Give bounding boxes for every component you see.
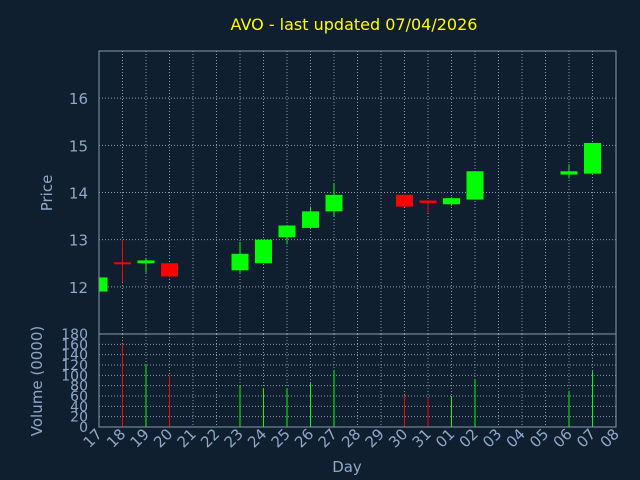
candle-body — [231, 253, 249, 271]
volume-tick-label: 160 — [61, 337, 88, 353]
x-tick-label: 24 — [244, 425, 270, 451]
x-tick-label: 01 — [432, 425, 458, 451]
x-tick-label: 18 — [103, 425, 129, 451]
volume-axis-label: Volume (0000) — [28, 326, 46, 436]
x-tick-label: 03 — [479, 425, 505, 451]
volume-tick-label: 40 — [70, 399, 88, 415]
volume-panel-border — [98, 333, 617, 428]
volume-tick-label: 180 — [61, 327, 88, 343]
candle-body — [278, 225, 296, 238]
candle-body — [560, 171, 578, 175]
candle-body — [443, 198, 460, 205]
x-tick-label: 26 — [291, 425, 317, 451]
x-tick-label: 02 — [456, 425, 482, 451]
candle-body — [419, 200, 437, 203]
candle-body — [255, 239, 272, 264]
chart-title: AVO - last updated 07/04/2026 — [231, 15, 478, 34]
volume-tick-label: 100 — [61, 368, 88, 384]
price-tick-label: 15 — [69, 137, 88, 155]
x-tick-label: 08 — [597, 425, 623, 451]
volume-tick-label: 140 — [61, 348, 88, 364]
x-tick-label: 06 — [550, 425, 576, 451]
candle-body — [302, 211, 319, 228]
x-tick-label: 31 — [409, 425, 435, 451]
x-tick-label: 07 — [573, 425, 599, 451]
price-panel: 12 13 14 15 16 — [69, 50, 617, 335]
x-tick-label: 29 — [362, 425, 388, 451]
x-tick-label: 19 — [127, 425, 153, 451]
x-tick-label: 25 — [268, 425, 294, 451]
volume-tick-label: 20 — [70, 410, 88, 426]
x-tick-label: 23 — [221, 425, 247, 451]
x-tick-label: 28 — [338, 425, 364, 451]
x-tick-label: 30 — [385, 425, 411, 451]
volume-tick-label: 80 — [70, 379, 88, 395]
candle-body — [99, 277, 108, 292]
price-tick-label: 14 — [69, 185, 88, 203]
price-axis-label: Price — [38, 175, 56, 212]
volume-tick-label: 120 — [61, 358, 88, 374]
x-tick-label: 20 — [150, 425, 176, 451]
candle-body — [137, 260, 155, 264]
x-tick-label: 21 — [174, 425, 200, 451]
price-tick-label: 12 — [69, 279, 88, 297]
x-tick-label: 05 — [526, 425, 552, 451]
x-axis-label: Day — [332, 458, 362, 476]
volume-tick-label: 0 — [79, 420, 88, 436]
price-tick-label: 13 — [69, 232, 88, 250]
candle-body — [396, 194, 413, 207]
candle-body — [466, 171, 484, 200]
candle-body — [161, 263, 178, 277]
candle-body — [325, 194, 343, 212]
x-tick-label: 27 — [315, 425, 341, 451]
x-tick-label: 04 — [503, 425, 529, 451]
x-axis: 1718192021222324252627282930310102030405… — [80, 425, 623, 451]
price-tick-label: 16 — [69, 90, 88, 108]
x-tick-label: 22 — [197, 425, 223, 451]
candle-body — [114, 262, 131, 265]
volume-tick-label: 60 — [70, 389, 88, 405]
candle-body — [584, 142, 601, 174]
